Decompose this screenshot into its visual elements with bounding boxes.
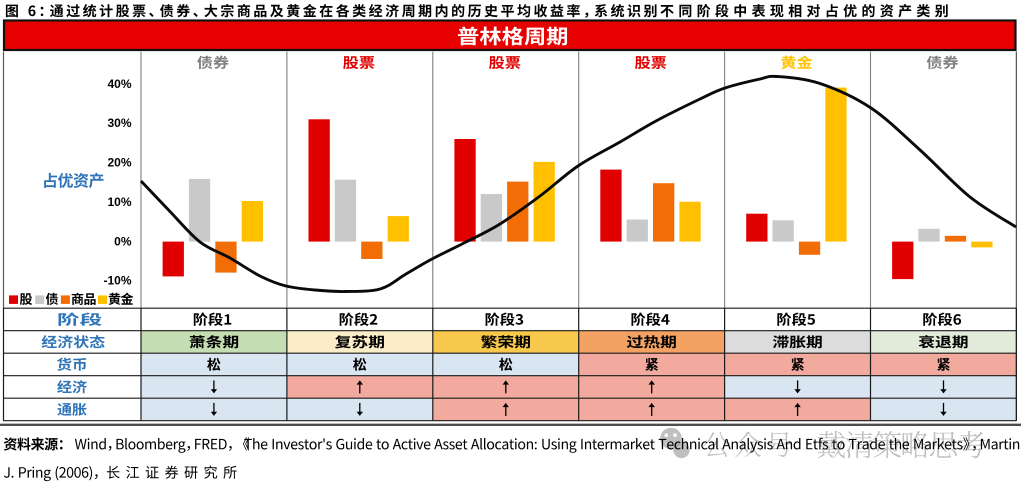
svg-text:20%: 20% bbox=[107, 156, 131, 170]
svg-text:0%: 0% bbox=[114, 234, 132, 248]
svg-text:30%: 30% bbox=[107, 116, 131, 130]
svg-text:40%: 40% bbox=[107, 77, 131, 91]
svg-text:-10%: -10% bbox=[103, 274, 131, 288]
svg-text:10%: 10% bbox=[107, 195, 131, 209]
